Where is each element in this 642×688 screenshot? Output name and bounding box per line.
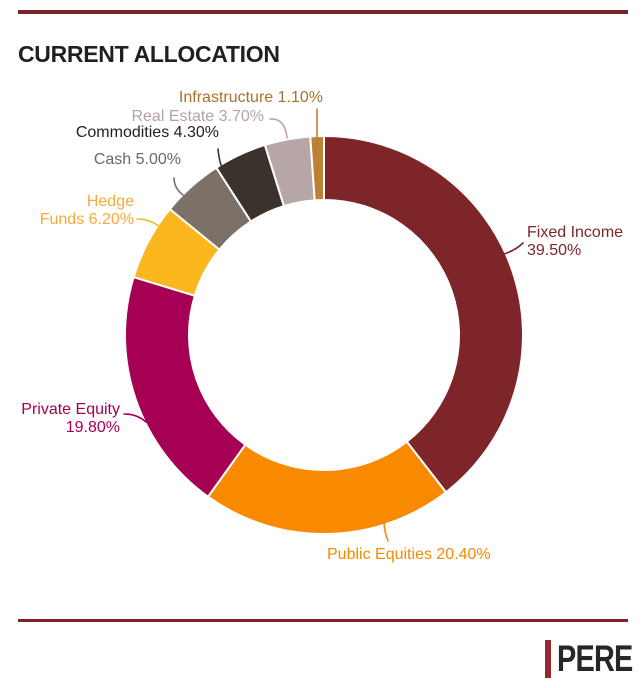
label-hedge-funds-line2: Funds 6.20%: [39, 211, 134, 228]
leader-line-real-estate: [269, 118, 288, 139]
page-title: CURRENT ALLOCATION: [18, 41, 280, 67]
label-private-equity: Private Equity 19.80%: [21, 401, 120, 437]
leader-line-cash: [173, 177, 184, 196]
leader-line-private-equity: [123, 413, 147, 423]
label-hedge-funds-line1: Hedge: [86, 193, 134, 210]
label-fixed-income-line1: Fixed Income: [527, 224, 624, 241]
label-real-estate-line1: Real Estate 3.70%: [131, 108, 264, 125]
label-commodities-line1: Commodities 4.30%: [75, 124, 219, 141]
label-public-equities-line1: Public Equities 20.40%: [327, 546, 491, 563]
label-public-equities: Public Equities 20.40%: [327, 546, 491, 564]
label-real-estate: Real Estate 3.70%: [131, 108, 264, 126]
leader-line-public-equities: [383, 520, 389, 542]
leader-line-commodities: [217, 148, 226, 176]
label-private-equity-line1: Private Equity: [21, 401, 120, 418]
label-fixed-income: Fixed Income 39.50%: [527, 224, 623, 260]
label-private-equity-line2: 19.80%: [65, 419, 120, 436]
label-hedge-funds: Hedge Funds 6.20%: [40, 193, 134, 229]
label-cash-line1: Cash 5.00%: [93, 151, 181, 168]
top-rule: [18, 10, 628, 14]
label-infrastructure-line1: Infrastructure 1.10%: [178, 89, 323, 106]
label-commodities: Commodities 4.30%: [76, 124, 219, 142]
label-infrastructure: Infrastructure 1.10%: [179, 89, 323, 107]
pere-logo: PERE: [545, 640, 642, 678]
donut-segment-private-equity[interactable]: [124, 275, 247, 499]
label-fixed-income-line2: 39.50%: [527, 242, 582, 259]
leader-line-hedge-funds: [136, 218, 161, 228]
donut-segment-public-equities[interactable]: [206, 440, 448, 535]
bottom-rule: [18, 619, 628, 622]
label-cash: Cash 5.00%: [94, 151, 181, 169]
pere-logo-text: PERE: [557, 638, 633, 679]
pere-logo-bar-icon: [545, 640, 551, 678]
donut-segment-fixed-income[interactable]: [323, 134, 524, 494]
leader-line-fixed-income: [503, 242, 524, 255]
donut-segment-infrastructure[interactable]: [309, 134, 325, 202]
